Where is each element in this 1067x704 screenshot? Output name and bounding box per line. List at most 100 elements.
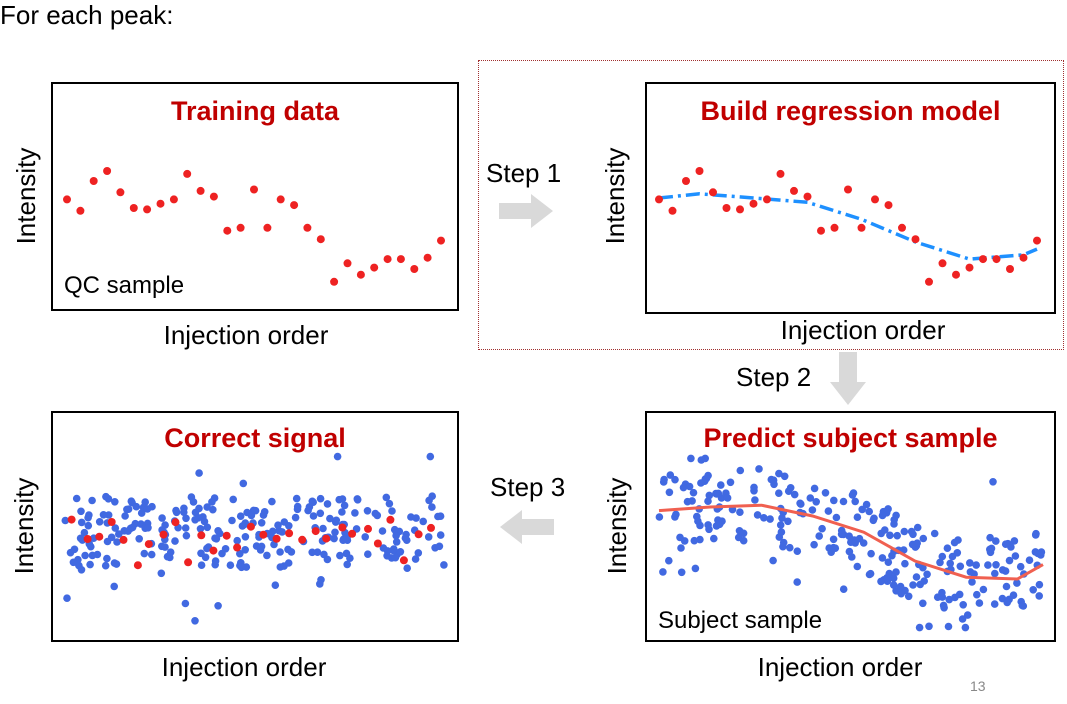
subject-point (938, 552, 947, 561)
qc-point (196, 186, 205, 195)
subject-point (767, 475, 776, 484)
subject-point (679, 483, 688, 492)
qc-point (103, 167, 112, 175)
qc-point (76, 206, 85, 215)
qc-point (184, 558, 193, 567)
corrected-point (419, 517, 428, 526)
subject-point (750, 483, 758, 492)
subject-point (851, 497, 859, 506)
corrected-point (313, 548, 322, 556)
qc-point (911, 235, 920, 244)
step2-label: Step 2 (736, 362, 812, 392)
subject-point (829, 535, 838, 544)
subject-point (753, 511, 762, 519)
corrected-point (86, 560, 94, 569)
corrected-point (147, 550, 156, 559)
step1-frame (478, 60, 1064, 350)
corrected-point (388, 507, 396, 515)
corrected-point (172, 506, 180, 515)
corrected-point (340, 501, 349, 510)
subject-point (853, 562, 862, 571)
qc-point (695, 167, 704, 175)
subject-point (884, 558, 893, 566)
subject-point (948, 552, 957, 561)
corrected-point (257, 519, 266, 527)
qc-point (1019, 253, 1028, 262)
corrected-point (236, 512, 245, 520)
corrected-point (111, 498, 119, 506)
subject-point (689, 488, 698, 497)
subject-point (779, 542, 787, 551)
step3-arrow-icon (500, 510, 554, 544)
corrected-point (102, 492, 110, 501)
subject-point (909, 581, 917, 589)
subject-point (888, 551, 896, 560)
corrected-point (332, 516, 341, 525)
step1-arrow-icon (499, 194, 553, 228)
predict-plot (655, 454, 1046, 632)
qc-point (749, 199, 758, 208)
corrected-point (338, 508, 346, 516)
subject-point (912, 573, 921, 581)
corrected-point (182, 531, 191, 540)
qc-point (169, 195, 178, 204)
subject-point (716, 519, 724, 528)
correct-plot (61, 452, 448, 625)
qc-point (992, 255, 1001, 264)
subject-point (671, 513, 679, 521)
corrected-point (144, 524, 152, 532)
corrected-point (157, 569, 166, 578)
subject-point (784, 517, 792, 526)
predict-title: Predict subject sample (703, 423, 998, 453)
corrected-point (211, 557, 220, 565)
subject-point (766, 515, 774, 523)
subject-point (760, 514, 768, 522)
subject-point (972, 561, 980, 569)
corrected-point (241, 533, 250, 541)
qc-point (884, 201, 893, 210)
subject-point (862, 500, 871, 509)
corrected-point (309, 512, 318, 520)
subject-point (714, 489, 723, 498)
corrected-point (132, 502, 141, 511)
step3-label: Step 3 (490, 472, 566, 502)
subject-point (986, 545, 994, 554)
qc-point (776, 169, 785, 178)
qc-point (67, 515, 76, 524)
subject-point (710, 534, 718, 543)
corrected-point (440, 561, 448, 569)
subject-point (878, 554, 887, 562)
corrected-point (161, 521, 169, 529)
corrected-point (323, 555, 332, 564)
corrected-point (338, 495, 347, 503)
subject-point (1035, 592, 1043, 600)
corrected-point (268, 497, 276, 506)
corrected-point (107, 533, 116, 542)
subject-point (1001, 567, 1010, 575)
qc-point (844, 185, 852, 194)
corrected-point (171, 537, 179, 545)
qc-point (410, 265, 419, 273)
qc-point (427, 523, 435, 532)
corrected-point (111, 524, 120, 532)
corrected-point (88, 551, 97, 560)
corrected-point (326, 514, 334, 523)
corrected-point (385, 499, 394, 508)
subject-point (704, 471, 712, 480)
subject-point (946, 559, 954, 568)
qc-point (129, 204, 138, 212)
subject-point (685, 482, 694, 491)
subject-point (691, 564, 700, 573)
corrected-point (434, 512, 442, 521)
subject-point (736, 508, 744, 516)
corrected-point (115, 530, 123, 538)
corrected-point (101, 561, 110, 570)
subject-point (676, 533, 684, 542)
regression-line (658, 192, 1038, 261)
subject-point (786, 543, 794, 552)
subject-point (889, 574, 898, 582)
training-panel: Training data QC sample (51, 82, 459, 311)
subject-point (705, 491, 714, 500)
qc-point (322, 534, 331, 543)
subject-point (925, 622, 933, 631)
